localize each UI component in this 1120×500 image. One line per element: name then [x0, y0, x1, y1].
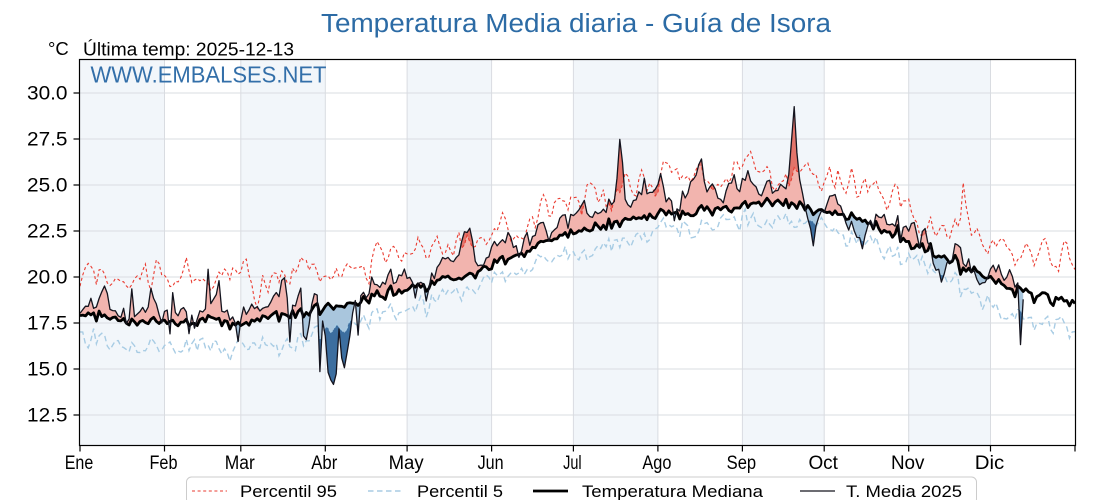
svg-text:°C: °C — [48, 38, 69, 59]
svg-text:Feb: Feb — [150, 453, 178, 474]
svg-text:15.0: 15.0 — [27, 359, 68, 381]
svg-text:Percentil 5: Percentil 5 — [417, 483, 503, 500]
svg-text:20.0: 20.0 — [27, 267, 68, 289]
svg-text:Jun: Jun — [478, 453, 504, 474]
svg-text:Sep: Sep — [727, 453, 757, 474]
svg-text:Nov: Nov — [891, 453, 925, 474]
svg-text:WWW.EMBALSES.NET: WWW.EMBALSES.NET — [91, 62, 327, 88]
svg-text:Última temp: 2025-12-13: Última temp: 2025-12-13 — [83, 39, 294, 60]
svg-text:17.5: 17.5 — [27, 313, 68, 335]
svg-text:Temperatura Mediana: Temperatura Mediana — [582, 483, 764, 500]
svg-text:Abr: Abr — [311, 453, 338, 474]
svg-text:Ago: Ago — [642, 453, 671, 474]
svg-text:Oct: Oct — [808, 453, 838, 474]
svg-text:12.5: 12.5 — [27, 405, 68, 427]
svg-text:25.0: 25.0 — [27, 175, 68, 197]
svg-text:Dic: Dic — [975, 453, 1005, 474]
svg-text:22.5: 22.5 — [27, 221, 68, 243]
svg-text:Jul: Jul — [563, 453, 582, 474]
svg-text:May: May — [389, 453, 424, 474]
svg-text:30.0: 30.0 — [27, 83, 68, 105]
svg-text:27.5: 27.5 — [27, 129, 68, 151]
svg-text:Ene: Ene — [65, 453, 94, 474]
svg-text:Temperatura Media diaria - Guí: Temperatura Media diaria - Guía de Isora — [321, 10, 832, 38]
svg-text:T. Media 2025: T. Media 2025 — [846, 483, 962, 500]
svg-text:Percentil 95: Percentil 95 — [240, 483, 337, 500]
svg-text:Mar: Mar — [225, 453, 256, 474]
